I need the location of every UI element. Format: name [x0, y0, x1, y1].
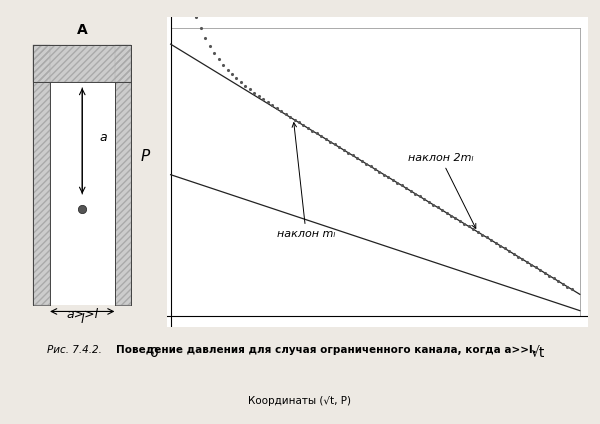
- Bar: [33, 45, 131, 82]
- Text: А: А: [77, 23, 88, 37]
- Bar: [33, 45, 50, 305]
- Text: l: l: [80, 313, 84, 326]
- FancyBboxPatch shape: [33, 45, 131, 82]
- Bar: [115, 45, 131, 305]
- Text: a: a: [99, 131, 107, 144]
- FancyBboxPatch shape: [33, 45, 50, 305]
- Bar: [50, 82, 115, 305]
- Text: наклон mₗ: наклон mₗ: [277, 123, 335, 239]
- Text: Координаты (√t, P): Координаты (√t, P): [248, 396, 352, 406]
- FancyBboxPatch shape: [115, 45, 131, 305]
- Text: a>>l: a>>l: [66, 308, 98, 321]
- Text: √t: √t: [530, 346, 545, 360]
- Text: Поведение давления для случая ограниченного канала, когда a>>l.: Поведение давления для случая ограниченн…: [116, 345, 536, 354]
- Text: P: P: [140, 149, 149, 164]
- Text: наклон 2mₗ: наклон 2mₗ: [408, 153, 476, 228]
- Text: 0: 0: [149, 346, 158, 360]
- Text: Рис. 7.4.2.: Рис. 7.4.2.: [47, 345, 101, 354]
